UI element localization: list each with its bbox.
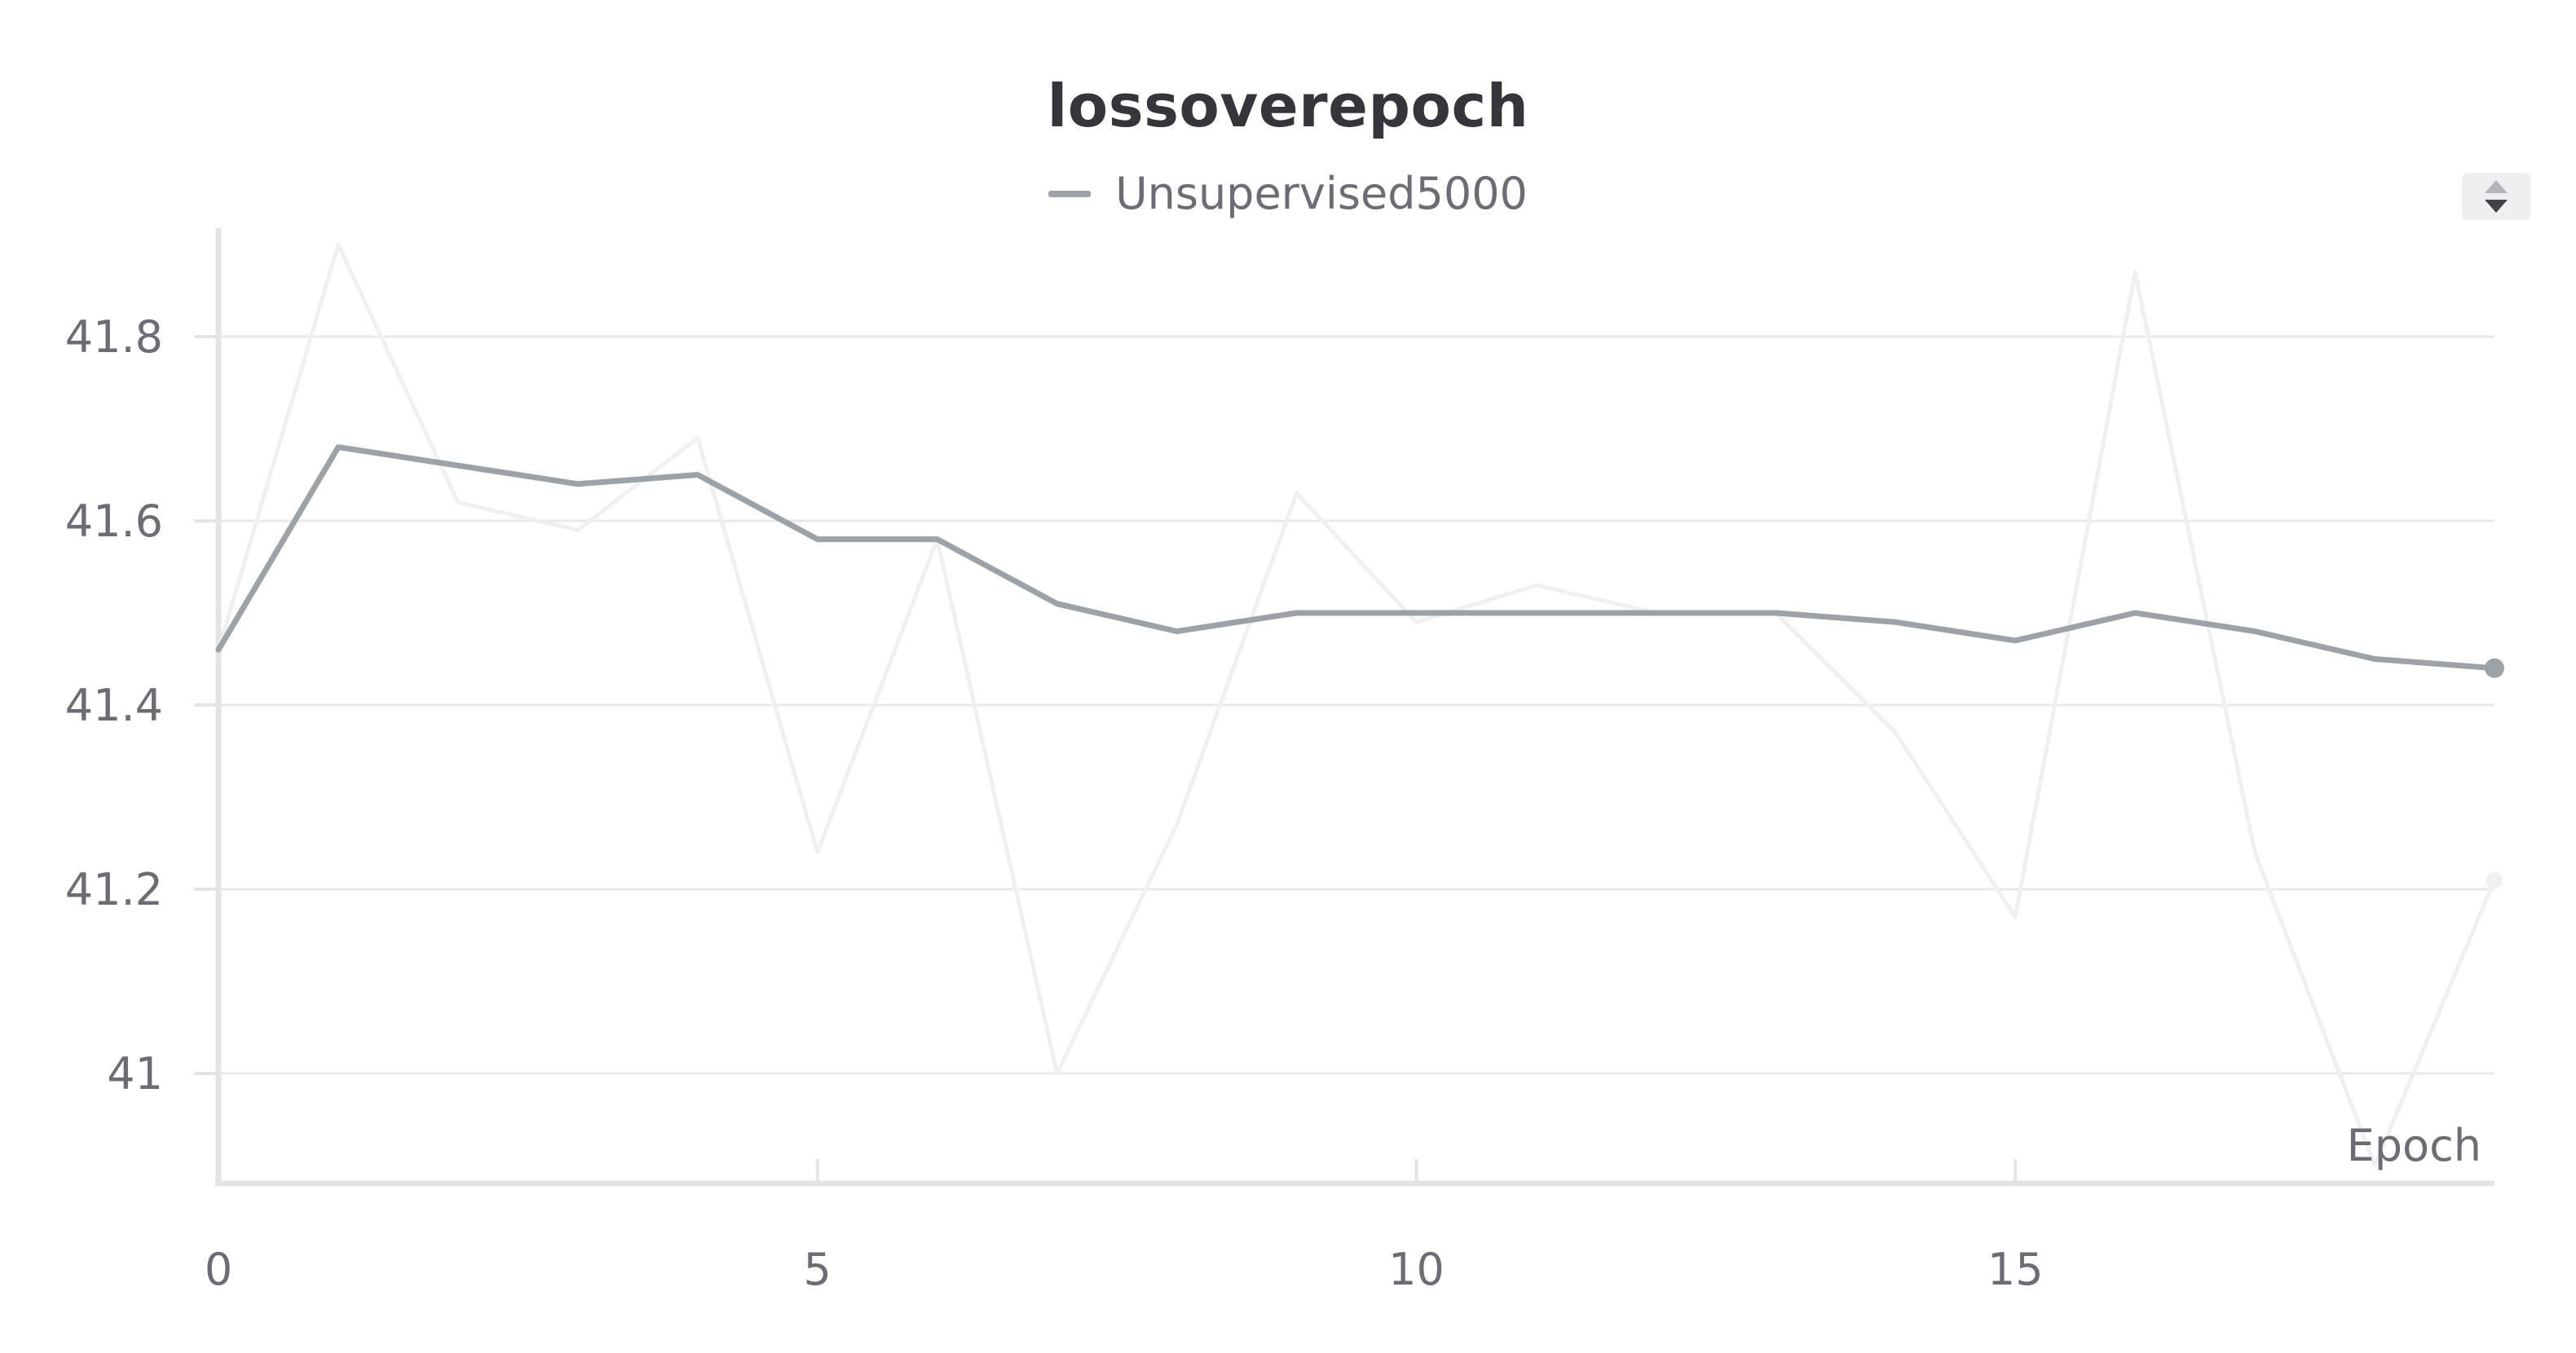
legend-swatch xyxy=(1048,190,1092,197)
sort-toggle-button[interactable] xyxy=(2462,173,2530,220)
raw-series-line xyxy=(216,242,2497,1168)
tick-label-layer: 41 41.2 41.4 41.6 41.8 0 5 10 15 Epoch xyxy=(65,311,2481,1295)
series-line xyxy=(215,444,2498,672)
series-layer xyxy=(215,444,2504,678)
chart-title: lossoverepoch xyxy=(1047,72,1529,140)
y-tick-label: 41 xyxy=(107,1048,163,1100)
grid-layer xyxy=(218,335,2494,1075)
y-tick-label: 41.4 xyxy=(65,680,163,731)
x-axis-label: Epoch xyxy=(2347,1120,2481,1171)
sort-updown-icon xyxy=(2485,180,2508,213)
axis-layer xyxy=(194,228,2494,1187)
x-tick-label: 5 xyxy=(804,1244,831,1295)
series-end-point xyxy=(2485,658,2504,678)
raw-series-end-point xyxy=(2486,871,2503,888)
y-tick-label: 41.2 xyxy=(65,864,163,915)
legend-label: Unsupervised5000 xyxy=(1115,168,1528,219)
x-tick-label: 0 xyxy=(205,1244,232,1295)
x-tick-label: 10 xyxy=(1388,1244,1445,1295)
y-tick-label: 41.6 xyxy=(65,496,163,547)
raw-series-layer xyxy=(216,242,2503,1168)
x-tick-label: 15 xyxy=(1987,1244,2044,1295)
y-tick-label: 41.8 xyxy=(65,311,163,363)
legend: Unsupervised5000 xyxy=(0,168,2576,219)
